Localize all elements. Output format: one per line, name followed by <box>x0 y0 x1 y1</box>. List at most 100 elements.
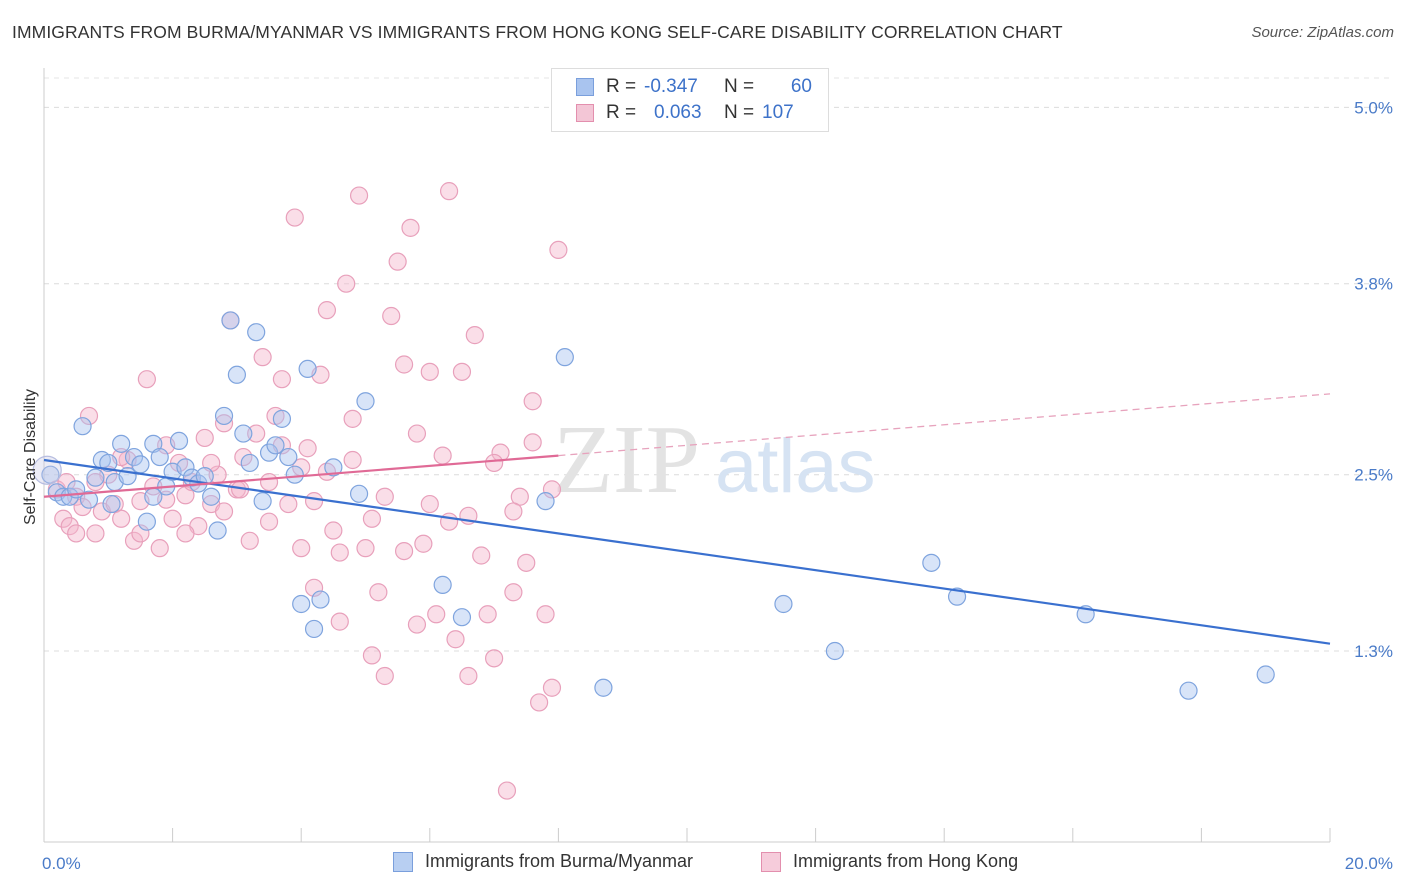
legend-series-name: Immigrants from Burma/Myanmar <box>425 851 694 871</box>
data-point-hong-kong <box>195 428 214 448</box>
data-point-burma <box>555 348 574 367</box>
data-point-hong-kong <box>407 615 427 634</box>
data-point-burma <box>131 455 150 474</box>
data-point-hong-kong <box>272 370 292 389</box>
data-point-hong-kong <box>388 252 407 271</box>
legend-row-hong-kong: R = 0.063 N = 107 <box>576 100 802 126</box>
y-tick-label: 1.3% <box>1354 642 1393 661</box>
trend-line-hong-kong <box>43 454 559 498</box>
legend-r-label: R = <box>606 102 637 123</box>
data-point-hong-kong <box>414 534 433 553</box>
watermark-zip: ZIP <box>553 406 700 514</box>
data-point-hong-kong <box>369 583 388 602</box>
data-point-burma <box>86 468 105 487</box>
data-point-burma <box>1256 665 1275 684</box>
data-point-hong-kong <box>86 524 105 543</box>
data-point-hong-kong <box>536 605 555 624</box>
data-point-hong-kong <box>317 301 337 320</box>
data-point-hong-kong <box>253 348 272 367</box>
legend-item-hong-kong: Immigrants from Hong Kong <box>761 851 1018 872</box>
data-point-hong-kong <box>439 182 459 201</box>
data-point-hong-kong <box>330 612 349 631</box>
data-point-burma <box>124 447 144 467</box>
data-point-burma <box>1179 681 1198 700</box>
data-point-hong-kong <box>79 406 99 426</box>
data-point-hong-kong <box>176 524 195 543</box>
data-point-hong-kong <box>485 649 504 668</box>
data-point-burma <box>304 619 324 639</box>
legend-n-value: 107 <box>762 102 794 123</box>
data-point-hong-kong <box>375 666 394 686</box>
y-tick-labels: 1.3% 2.5% 3.8% 5.0% <box>1354 98 1393 661</box>
legend-r-value: 0.063 <box>654 102 702 123</box>
data-point-burma <box>137 512 156 531</box>
y-tick-label: 5.0% <box>1354 98 1393 117</box>
data-point-burma <box>433 575 452 594</box>
data-point-burma <box>285 465 304 484</box>
data-point-hong-kong <box>86 472 105 492</box>
data-point-burma <box>41 465 60 484</box>
data-point-hong-kong <box>54 509 73 528</box>
data-point-hong-kong <box>362 646 382 665</box>
data-point-burma <box>349 484 369 503</box>
data-point-burma <box>73 417 92 436</box>
data-point-hong-kong <box>324 521 343 540</box>
data-point-hong-kong <box>112 509 131 528</box>
source-label: Source: ZipAtlas.com <box>1251 24 1394 41</box>
data-point-burma <box>594 678 613 697</box>
data-point-hong-kong <box>394 355 414 374</box>
watermark: ZIP atlas <box>553 406 876 514</box>
data-point-hong-kong <box>523 392 542 411</box>
watermark-atlas: atlas <box>715 424 876 509</box>
data-point-burma <box>298 359 317 379</box>
data-point-hong-kong <box>517 553 536 572</box>
data-point-burma <box>221 311 240 330</box>
data-point-hong-kong <box>420 494 439 514</box>
x-tick-labels: 0.0% 20.0% <box>42 854 1393 873</box>
chart-title: IMMIGRANTS FROM BURMA/MYANMAR VS IMMIGRA… <box>12 22 1063 42</box>
data-point-hong-kong <box>349 186 369 205</box>
data-point-hong-kong <box>137 370 156 389</box>
data-point-burma <box>452 608 472 627</box>
data-point-hong-kong <box>292 539 311 558</box>
series-legend: Immigrants from Burma/Myanmar Immigrants… <box>0 851 1406 877</box>
data-point-burma <box>79 490 99 509</box>
data-point-hong-kong <box>542 480 562 499</box>
data-point-burma <box>825 641 844 661</box>
data-point-hong-kong <box>523 433 542 452</box>
data-point-burma <box>60 487 79 506</box>
data-point-burma <box>202 487 221 506</box>
legend-swatch-pink <box>761 851 781 872</box>
y-tick-label: 2.5% <box>1354 466 1393 485</box>
data-point-hong-kong <box>504 583 523 602</box>
series-burma-points <box>32 311 1275 700</box>
data-point-hong-kong <box>362 509 382 528</box>
data-point-burma <box>176 458 195 477</box>
axes <box>43 68 1331 843</box>
legend-series-name: Immigrants from Hong Kong <box>793 851 1019 871</box>
data-point-burma <box>227 365 246 384</box>
data-point-hong-kong <box>472 546 491 565</box>
data-point-hong-kong <box>427 605 446 624</box>
data-point-hong-kong <box>214 414 234 433</box>
data-point-burma <box>208 521 227 540</box>
y-axis-label: Self-Care Disability <box>22 389 39 525</box>
data-point-hong-kong <box>504 502 523 521</box>
data-point-hong-kong <box>67 524 86 543</box>
legend-n-value: 60 <box>790 76 812 97</box>
data-point-hong-kong <box>401 218 420 237</box>
data-point-hong-kong <box>465 326 484 345</box>
data-point-burma <box>169 431 189 450</box>
data-point-hong-kong <box>343 450 362 470</box>
data-point-hong-kong <box>394 541 414 561</box>
legend-row-burma: R = -0.347 N = 60 <box>576 74 812 100</box>
data-point-hong-kong <box>259 512 279 531</box>
data-point-hong-kong <box>452 362 472 381</box>
data-point-burma <box>356 392 375 411</box>
legend-swatch-pink <box>576 104 594 122</box>
data-point-burma <box>253 492 272 511</box>
data-point-hong-kong <box>420 362 439 381</box>
data-point-burma <box>292 594 311 614</box>
data-point-burma <box>922 553 941 572</box>
